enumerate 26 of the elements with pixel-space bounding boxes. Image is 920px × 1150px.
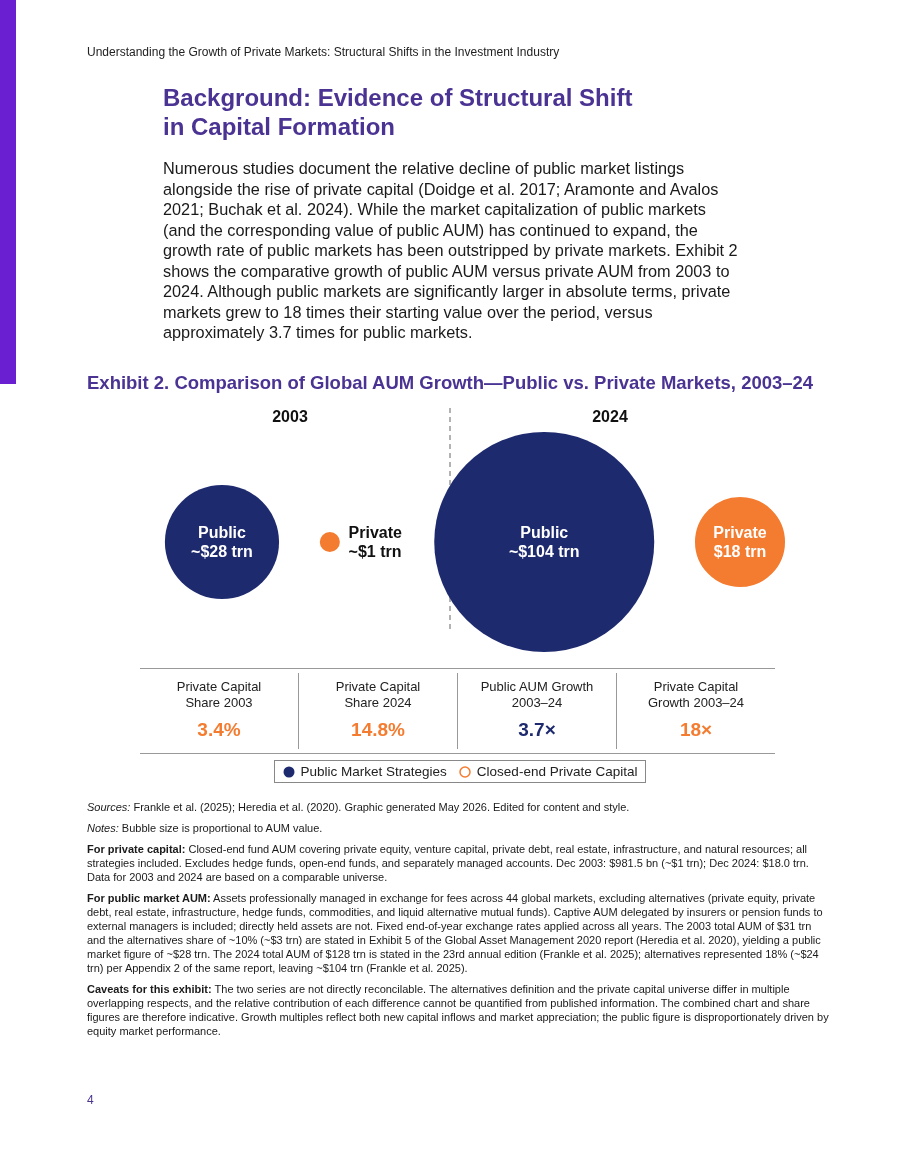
legend-label: Closed-end Private Capital bbox=[475, 764, 638, 779]
text: Notes: Bubble size is proportional to AUM value. bbox=[87, 821, 324, 835]
text: Private Capital Growth 2003–24 bbox=[646, 679, 746, 711]
category-label: 2003 bbox=[272, 408, 308, 425]
text: 18× bbox=[678, 719, 714, 741]
text: Caveats for this exhibit: The two series are not directly reconcilable. The alternatives definition and the private capital universe differ in multiple overlapping respects, and the relative contribution of each difference cannot be quantified from published information. The combined chart and share figures are therefore indicative. Growth multiples reflect both new capital inflows and market appreciation; the public figure is disproportionately driven by equity market performance. bbox=[87, 982, 830, 1038]
text: 3.4% bbox=[196, 719, 242, 741]
data-label: Public ~$28 trn bbox=[191, 524, 253, 560]
text: Background: Evidence of Structural Shift in Capital Formation bbox=[163, 83, 634, 141]
text: 4 bbox=[87, 1093, 94, 1107]
text: Public AUM Growth 2003–24 bbox=[479, 679, 595, 711]
category-label: 2024 bbox=[592, 408, 628, 425]
text: For private capital: Closed-end fund AUM covering private equity, venture capital, private debt, real estate, infrastructure, and natural resources; all strategies included. Excludes hedge funds, open-end funds, and separately managed accounts. Dec 2003: $981.5 bn (~$1 trn); Dec 2024: $18.0 trn. Data for 2003 and 2024 are based on a comparable universe. bbox=[87, 842, 810, 884]
legend-label: Public Market Strategies bbox=[299, 764, 447, 779]
text: 3.7× bbox=[517, 719, 557, 741]
text: Exhibit 2. Comparison of Global AUM Growth—Public vs. Private Markets, 2003–24 bbox=[87, 372, 814, 394]
source-note: Sources: Frankle et al. (2025); Heredia et al. (2020). Graphic generated May 2026. Edited for content and style. bbox=[87, 800, 631, 814]
text: Numerous studies document the relative decline of public market listings alongside the rise of private capital (Doidge et al. 2017; Aramonte and Avalos 2021; Buchak et al. 2024). While the market capitalization of public markets (and the corresponding value of public AUM) has continued to expand, the growth rate of public markets has been outstripped by private markets. Exhibit 2 shows the comparative growth of public AUM versus private AUM from 2003 to 2024. Although public markets are significantly larger in absolute terms, private markets grew to 18 times their starting value over the period, versus approximately 3.7 times for public markets. bbox=[163, 159, 738, 341]
text: For public market AUM: Assets professionally managed in exchange for fees across 44 global markets, excluding alternatives (private equity, private debt, real estate, infrastructure, hedge funds, commodities, and liquid alternative mutual funds). Captive AUM delegated by insurers or pension funds to external managers is included; directly held assets are not. Fixed end-of-year exchange rates applied across all years. The 2003 total AUM of $31 trn and the alternatives share of ~10% (~$3 trn) are stated in Exhibit 5 of the Global Asset Management 2020 report (Heredia et al. 2020), yielding a public market figure of ~$28 trn. The 2024 total AUM of $128 trn is stated in the 23rd annual edition (Frankle et al. 2025); alternatives represented 18% (~$24 trn) per Appendix 2 of the same report, leaving ~$104 trn (Frankle et al. 2025). bbox=[87, 891, 824, 975]
data-label: Private ~$1 trn bbox=[348, 524, 403, 560]
text: Private Capital Share 2003 bbox=[175, 679, 263, 711]
text: 14.8% bbox=[350, 719, 406, 741]
text: Understanding the Growth of Private Markets: Structural Shifts in the Investment Industry bbox=[87, 45, 560, 59]
data-label: Private $18 trn bbox=[713, 524, 767, 560]
data-label: Public ~$104 trn bbox=[508, 524, 580, 560]
text: Private Capital Share 2024 bbox=[334, 679, 422, 711]
